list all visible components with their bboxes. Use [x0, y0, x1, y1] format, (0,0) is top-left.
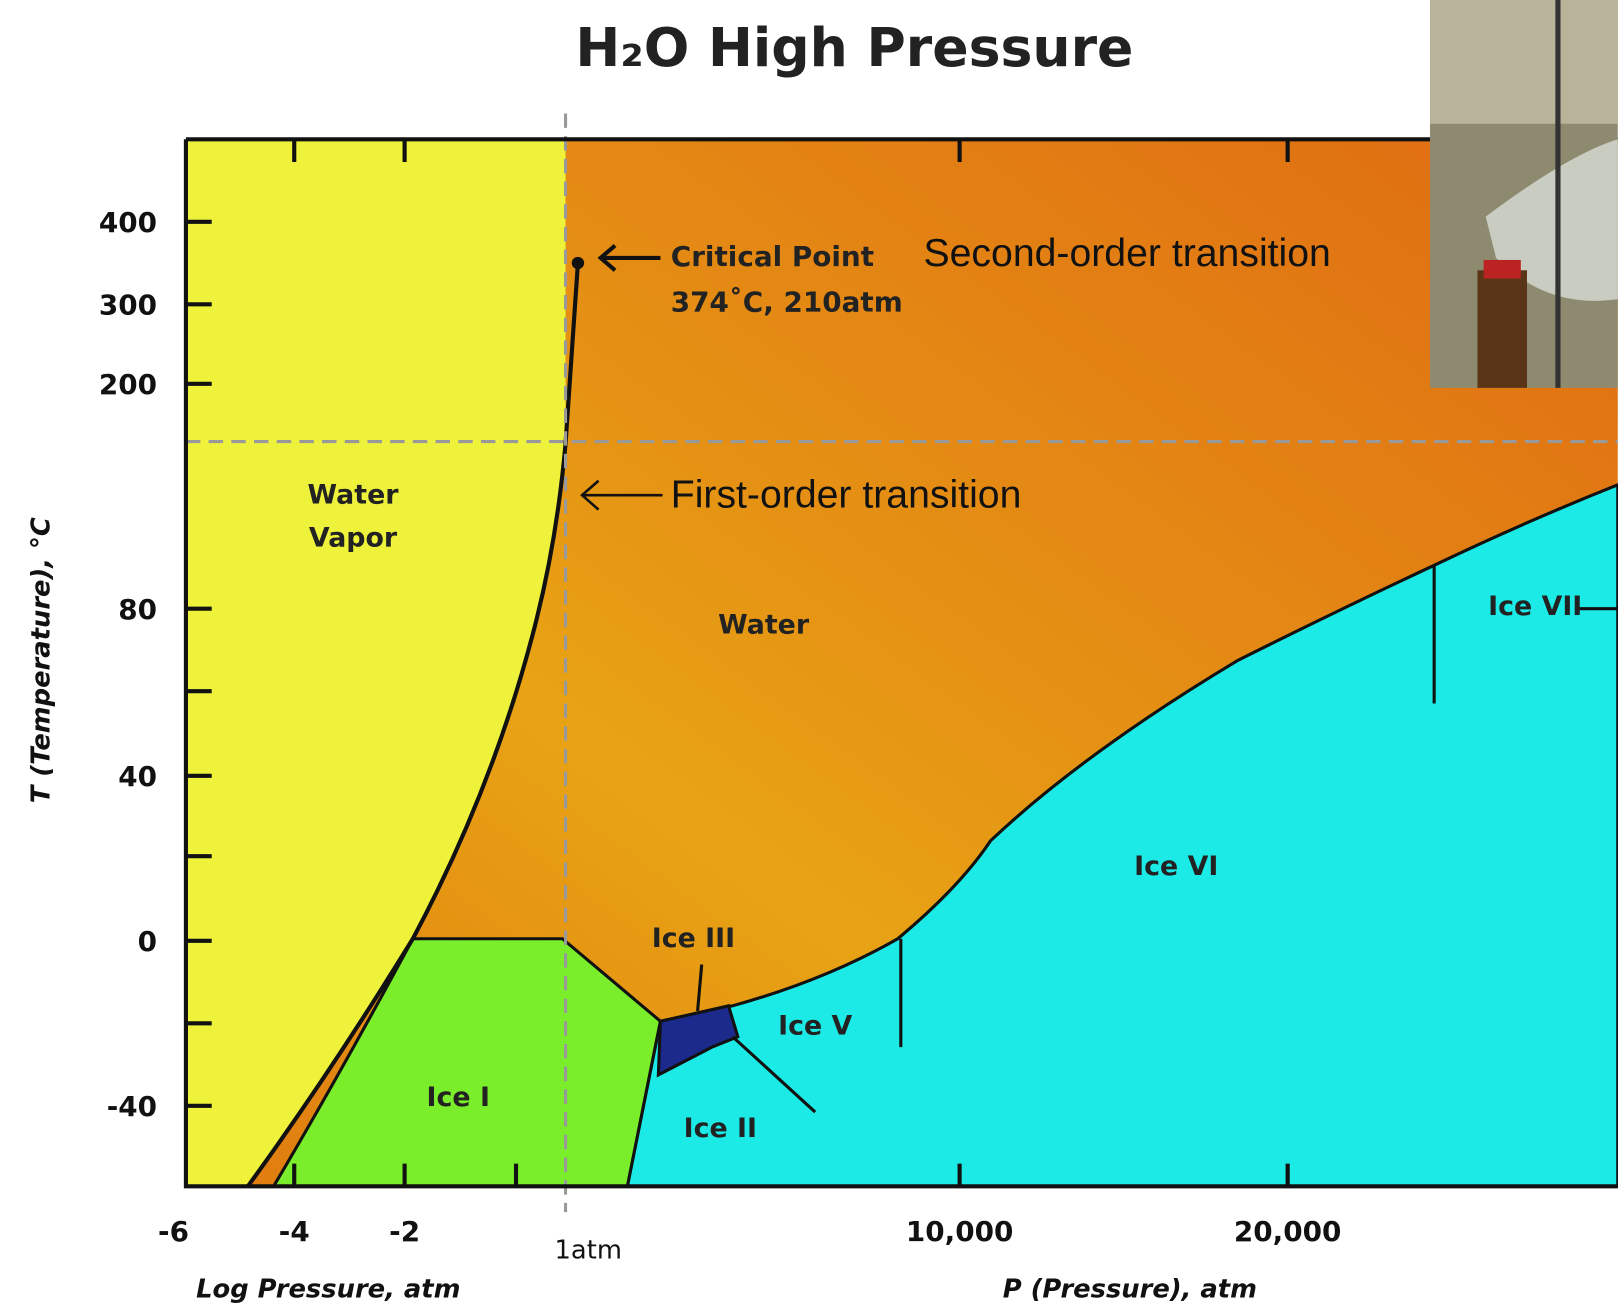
x-tick-label: 20,000: [1234, 1215, 1341, 1248]
region-label: Ice V: [778, 1011, 852, 1042]
annotation: First-order transition: [671, 474, 1022, 517]
critical-point: [572, 257, 584, 269]
region-label: Water: [718, 609, 810, 640]
region-label: Ice II: [684, 1113, 757, 1144]
annotation: 374˚C, 210atm: [671, 286, 903, 319]
y-tick-label: -40: [107, 1090, 157, 1123]
x-tick-label: -2: [389, 1215, 420, 1248]
region-label: Vapor: [309, 523, 398, 554]
x-tick-label: -6: [158, 1215, 189, 1248]
region-label: Ice III: [652, 923, 735, 954]
y-tick-label: 80: [118, 593, 157, 626]
region-label: Ice I: [427, 1082, 490, 1113]
x-tick-label: 1atm: [555, 1236, 622, 1266]
x-tick-label: -4: [279, 1215, 310, 1248]
annotation: Critical Point: [671, 240, 874, 273]
y-tick-label: 400: [99, 206, 157, 239]
annotation: Second-order transition: [924, 232, 1331, 275]
region-label: Ice VII: [1488, 591, 1582, 622]
title: H₂O High Pressure: [575, 16, 1133, 79]
y-tick-label: 200: [99, 368, 157, 401]
x-tick-label: 10,000: [906, 1215, 1013, 1248]
region-label: Water: [308, 479, 400, 510]
photo: [1430, 0, 1618, 388]
y-tick-label: 40: [118, 760, 157, 793]
slide: H₂O High Pressure 400 300 200 80 40 0 -4…: [0, 0, 1618, 1306]
y-axis-label: T (Temperature), °C: [27, 517, 57, 803]
y-tick-label: 300: [99, 289, 157, 322]
x-axis-label: P (Pressure), atm: [1003, 1275, 1257, 1305]
x-axis-label: Log Pressure, atm: [196, 1275, 460, 1305]
region-label: Ice VI: [1134, 851, 1218, 882]
y-tick-label: 0: [138, 925, 157, 958]
